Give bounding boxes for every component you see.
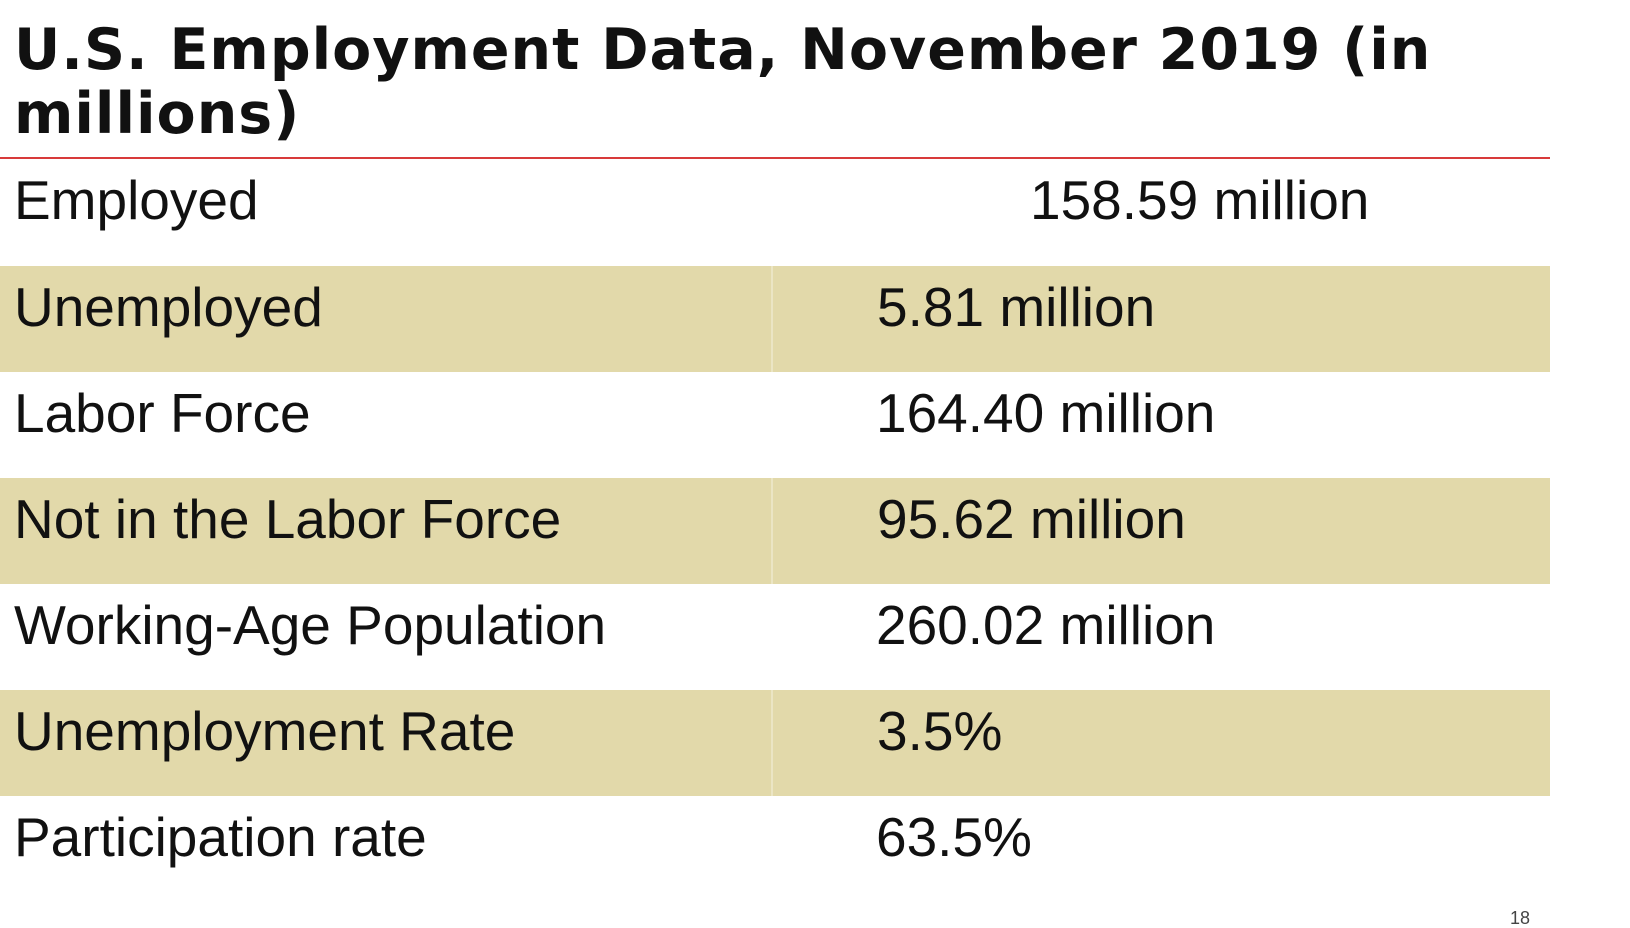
row-value: 260.02 million (876, 594, 1216, 656)
row-value: 164.40 million (876, 382, 1216, 444)
table-row-labor-force: Labor Force 164.40 million (0, 372, 1550, 478)
table-row-participation-rate: Participation rate 63.5% (0, 796, 1550, 902)
row-label: Employed (14, 169, 259, 231)
row-label: Labor Force (14, 382, 311, 444)
table-row-working-age-population: Working-Age Population 260.02 million (0, 584, 1550, 690)
slide-title: U.S. Employment Data, November 2019 (in … (14, 17, 1432, 147)
row-label: Not in the Labor Force (0, 478, 773, 584)
row-value: 158.59 million (1030, 169, 1370, 231)
title-divider (0, 157, 1550, 159)
row-label: Unemployment Rate (0, 690, 773, 796)
table-row-unemployed: Unemployed 5.81 million (0, 266, 1550, 372)
table-row-unemployment-rate: Unemployment Rate 3.5% (0, 690, 1550, 796)
table-row-not-in-labor-force: Not in the Labor Force 95.62 million (0, 478, 1550, 584)
row-value: 5.81 million (772, 266, 1550, 372)
row-label: Participation rate (14, 806, 427, 868)
row-label: Working-Age Population (14, 594, 607, 656)
employment-data-table: Employed 158.59 million Unemployed 5.81 … (0, 159, 1550, 902)
row-value: 95.62 million (772, 478, 1550, 584)
row-value: 3.5% (772, 690, 1550, 796)
row-value: 63.5% (876, 806, 1032, 868)
page-number: 18 (1509, 908, 1530, 928)
row-label: Unemployed (0, 266, 773, 372)
table-row-employed: Employed 158.59 million (0, 159, 1550, 266)
